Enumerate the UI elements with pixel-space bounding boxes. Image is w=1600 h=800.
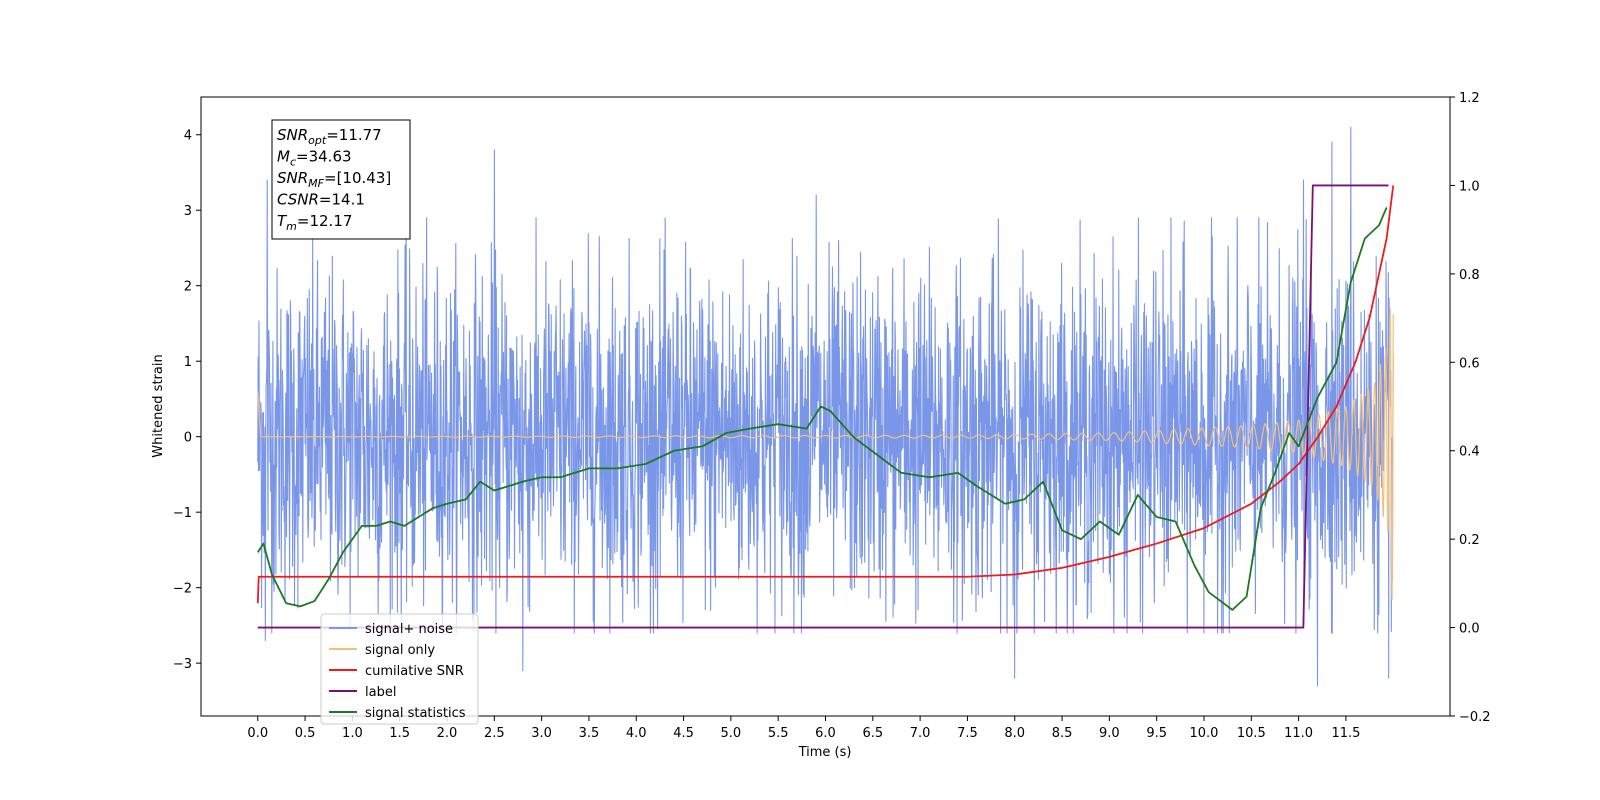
- annotation-line: SNRMF=[10.43]: [277, 169, 391, 190]
- x-tick-label: 7.5: [957, 726, 978, 741]
- legend-entry-signal-noise: signal+ noise: [365, 622, 453, 637]
- x-tick-label: 9.0: [1099, 726, 1120, 741]
- annotation-frame: [271, 119, 411, 240]
- x-tick-label: 2.5: [484, 726, 505, 741]
- annotation-line: Mc=34.63: [277, 148, 352, 169]
- y-axis-left: −3 −2 −1 0 1 2 3 4: [173, 129, 201, 672]
- annotation-line: Tm=12.17: [277, 212, 352, 233]
- y-tick-label: −1: [173, 506, 192, 521]
- series-cumilative-snr-line: [256, 185, 1395, 604]
- x-tick-label: 6.5: [862, 726, 883, 741]
- x-tick-label: 3.5: [579, 726, 600, 741]
- y-tick-label: 0: [184, 431, 192, 446]
- y2-tick-label: 0.4: [1459, 445, 1480, 460]
- y2-tick-label: 0.0: [1459, 622, 1480, 637]
- y-axis-title: Whitened strain: [151, 354, 166, 457]
- legend-entry-cumilative-snr: cumilative SNR: [365, 664, 464, 679]
- x-axis: 0.0 0.5 1.0 1.5 2.0 2.5 3.0 3.5 4.0 4.5 5.0 5.5 6.0 6…: [247, 716, 1360, 741]
- y2-tick-label: 1.0: [1459, 179, 1480, 194]
- x-tick-label: 11.5: [1331, 726, 1360, 741]
- series-signal-statistics-line: [257, 207, 1388, 611]
- y-tick-label: 2: [184, 280, 192, 295]
- y-tick-label: 4: [184, 129, 192, 144]
- x-tick-label: 7.0: [910, 726, 931, 741]
- x-tick-label: 10.0: [1190, 726, 1219, 741]
- x-tick-label: 0.0: [247, 726, 268, 741]
- x-tick-label: 11.0: [1284, 726, 1313, 741]
- series-signal-only-line: [257, 307, 1394, 601]
- annotation-line: CSNR=14.1: [277, 191, 365, 209]
- x-tick-label: 2.0: [437, 726, 458, 741]
- y-tick-label: 1: [184, 355, 192, 370]
- y2-tick-label: −0.2: [1459, 710, 1491, 725]
- x-axis-title: Time (s): [798, 745, 852, 760]
- x-tick-label: 6.0: [815, 726, 836, 741]
- x-tick-label: 0.5: [295, 726, 316, 741]
- legend-entry-signal-statistics: signal statistics: [365, 706, 466, 721]
- y-tick-label: 3: [184, 204, 192, 219]
- y-axis-right: −0.2 0.0 0.2 0.4 0.6 0.8 1.0 1.2: [1450, 91, 1491, 725]
- x-tick-label: 8.0: [1004, 726, 1025, 741]
- y-tick-label: −2: [173, 582, 192, 597]
- y2-tick-label: 0.6: [1459, 356, 1480, 371]
- legend: signal+ noise signal only cumilative SNR la…: [320, 613, 479, 725]
- x-tick-label: 9.5: [1146, 726, 1167, 741]
- legend-entry-label: label: [365, 685, 396, 700]
- y2-tick-label: 1.2: [1459, 91, 1480, 106]
- x-tick-label: 10.5: [1237, 726, 1266, 741]
- x-tick-label: 4.0: [626, 726, 647, 741]
- y2-tick-label: 0.8: [1459, 268, 1480, 283]
- x-tick-label: 3.0: [531, 726, 552, 741]
- annotation-line: SNRopt=11.77: [277, 126, 382, 147]
- x-tick-label: 1.5: [389, 726, 410, 741]
- series-signal-noise-line: [257, 126, 1394, 687]
- series-layer: [256, 126, 1395, 687]
- x-tick-label: 4.5: [673, 726, 694, 741]
- x-tick-label: 5.0: [721, 726, 742, 741]
- legend-entry-signal-only: signal only: [365, 643, 435, 658]
- y-tick-label: −3: [173, 657, 192, 672]
- legend-frame: [320, 613, 479, 725]
- y2-tick-label: 0.2: [1459, 533, 1480, 548]
- series-label-line: [257, 184, 1389, 629]
- annotation-box: SNRopt=11.77Mc=34.63SNRMF=[10.43]CSNR=14…: [271, 119, 411, 240]
- x-tick-label: 8.5: [1052, 726, 1073, 741]
- x-tick-label: 5.5: [768, 726, 789, 741]
- x-tick-label: 1.0: [342, 726, 363, 741]
